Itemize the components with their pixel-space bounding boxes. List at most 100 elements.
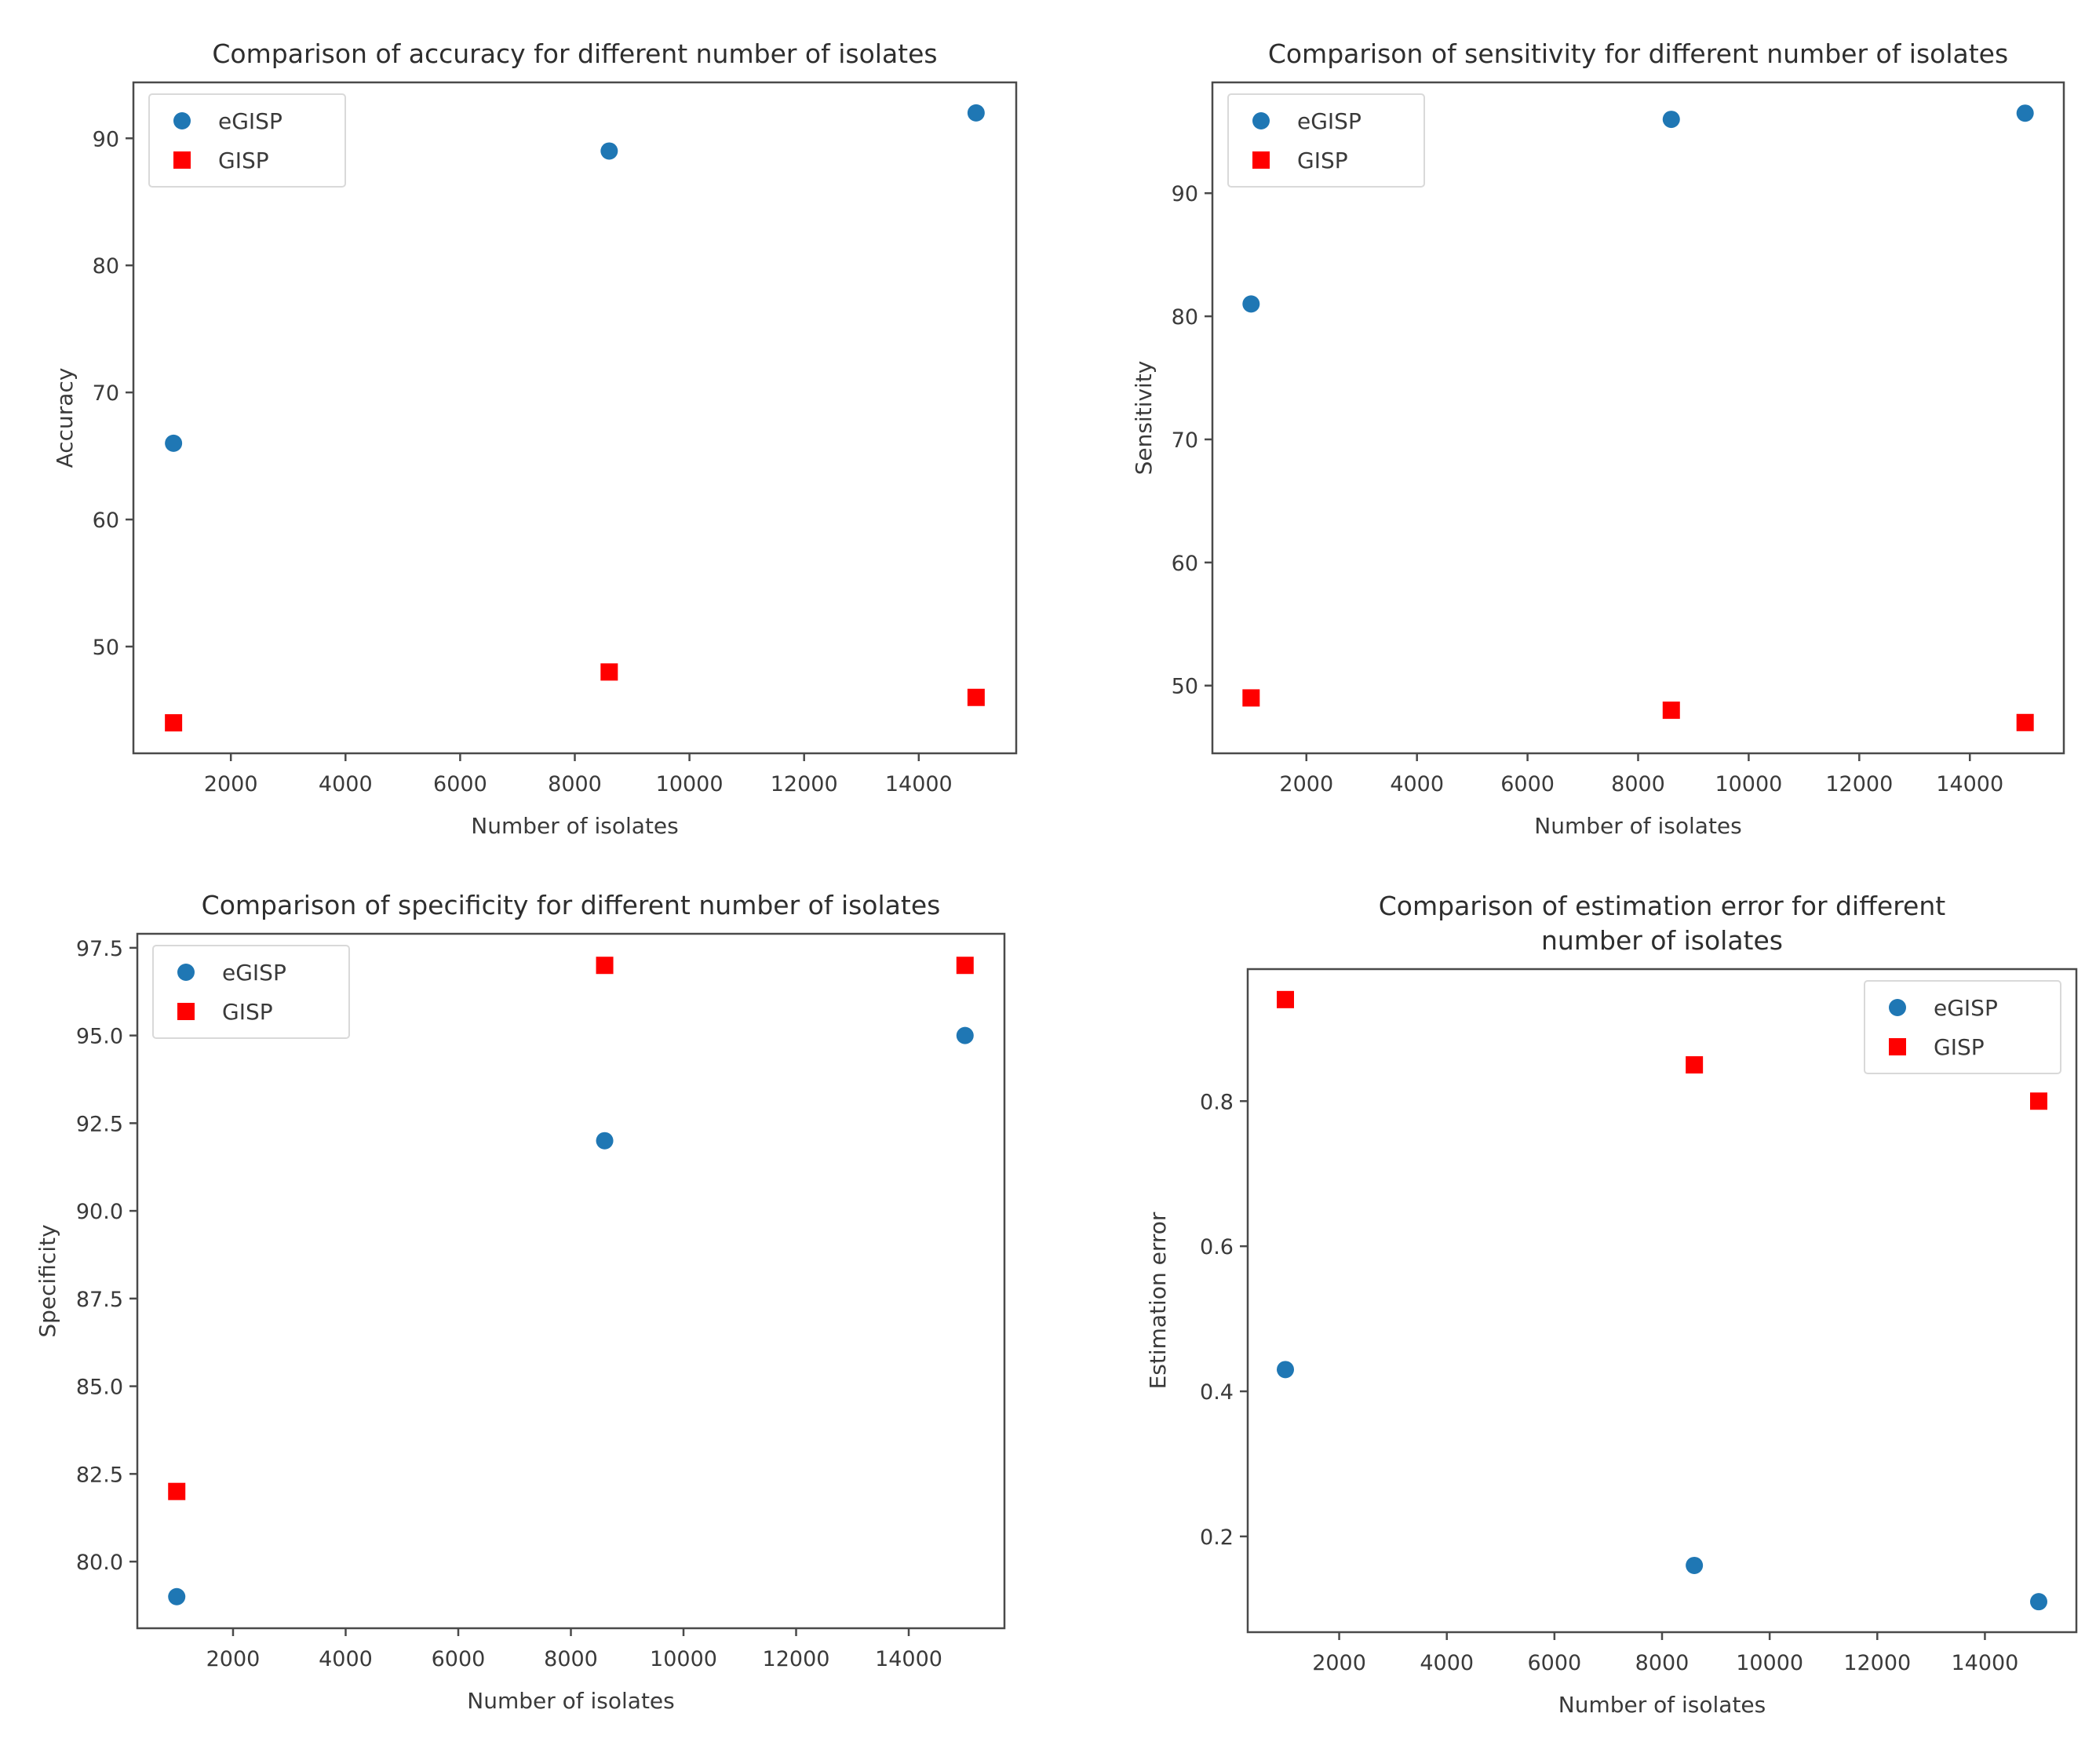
y-tick-label: 0.2 (1200, 1525, 1234, 1550)
data-point-gisp (1242, 689, 1260, 707)
data-point-gisp (1662, 702, 1680, 720)
y-tick-label: 70 (93, 381, 119, 406)
chart-sensitivity: Comparison of sensitivity for different … (1091, 20, 2083, 863)
chart-title: Comparison of specificity for different … (202, 890, 941, 920)
y-axis-label: Estimation error (1145, 1212, 1171, 1389)
data-point-egisp (2030, 1593, 2047, 1611)
x-axis-label: Number of isolates (1534, 813, 1742, 839)
legend-label-gisp: GISP (1297, 148, 1348, 173)
chart-estimation-error: Comparison of estimation error for diffe… (1118, 851, 2096, 1750)
legend-marker-egisp (1889, 999, 1906, 1016)
y-tick-label: 80.0 (76, 1551, 123, 1575)
legend-label-egisp: eGISP (1297, 108, 1361, 134)
x-tick-label: 14000 (1936, 772, 2003, 796)
chart-title: Comparison of sensitivity for different … (1268, 38, 2008, 69)
data-point-egisp (1662, 111, 1680, 129)
x-tick-label: 2000 (1312, 1651, 1366, 1675)
x-tick-label: 4000 (319, 1647, 373, 1671)
legend-marker-gisp (177, 1003, 195, 1020)
x-tick-label: 14000 (1951, 1651, 2018, 1675)
y-tick-label: 87.5 (76, 1288, 123, 1312)
data-point-egisp (600, 142, 618, 160)
data-point-gisp (1686, 1056, 1704, 1074)
y-tick-label: 60 (93, 508, 119, 533)
x-tick-label: 12000 (771, 772, 838, 796)
data-point-egisp (1277, 1361, 1294, 1379)
legend-marker-gisp (1252, 151, 1270, 169)
x-tick-label: 10000 (1715, 772, 1782, 796)
legend-label-egisp: eGISP (218, 108, 283, 134)
data-point-gisp (967, 688, 985, 706)
data-point-gisp (165, 714, 183, 732)
data-point-gisp (1277, 990, 1294, 1008)
legend-marker-egisp (177, 964, 195, 981)
x-axis-label: Number of isolates (1558, 1692, 1766, 1718)
x-tick-label: 2000 (206, 1647, 261, 1671)
x-tick-label: 6000 (1500, 772, 1555, 796)
y-axis-label: Specificity (35, 1224, 60, 1337)
legend-marker-gisp (1889, 1038, 1906, 1055)
y-tick-label: 60 (1172, 552, 1198, 576)
legend-marker-egisp (173, 112, 191, 129)
x-tick-label: 8000 (1635, 1651, 1690, 1675)
y-tick-label: 82.5 (76, 1463, 123, 1487)
x-tick-label: 12000 (763, 1647, 830, 1671)
x-tick-label: 2000 (204, 772, 258, 796)
legend-box (1864, 980, 2061, 1074)
y-tick-label: 95.0 (76, 1025, 123, 1049)
x-tick-label: 12000 (1843, 1651, 1911, 1675)
legend-box (152, 945, 350, 1039)
y-axis-label: Accuracy (52, 368, 78, 468)
y-tick-label: 50 (93, 636, 119, 660)
x-tick-label: 10000 (650, 1647, 717, 1671)
y-tick-label: 0.6 (1200, 1235, 1234, 1259)
x-tick-label: 10000 (656, 772, 724, 796)
data-point-gisp (596, 957, 614, 975)
data-point-gisp (168, 1482, 186, 1500)
data-point-egisp (956, 1026, 974, 1044)
chart-title: number of isolates (1541, 925, 1783, 956)
x-tick-label: 14000 (875, 1647, 942, 1671)
chart-specificity: Comparison of specificity for different … (31, 875, 1028, 1742)
x-axis-label: Number of isolates (467, 1688, 675, 1714)
y-tick-label: 0.4 (1200, 1380, 1234, 1405)
chart-svg: Comparison of accuracy for different num… (52, 38, 1018, 839)
legend-marker-gisp (173, 151, 191, 169)
y-tick-label: 80 (1172, 305, 1198, 330)
legend-box (148, 93, 346, 188)
legend-label-egisp: eGISP (1934, 995, 1998, 1021)
y-tick-label: 50 (1172, 675, 1198, 699)
y-axis-label: Sensitivity (1131, 361, 1157, 476)
chart-accuracy: Comparison of accuracy for different num… (43, 20, 1036, 863)
x-tick-label: 10000 (1736, 1651, 1803, 1675)
y-tick-label: 90 (1172, 182, 1198, 206)
x-tick-label: 6000 (433, 772, 487, 796)
x-tick-label: 6000 (1527, 1651, 1581, 1675)
data-point-gisp (2016, 713, 2034, 731)
data-point-gisp (956, 957, 974, 975)
data-point-gisp (2030, 1092, 2047, 1110)
data-point-egisp (168, 1587, 186, 1605)
legend-box (1227, 93, 1425, 188)
y-tick-label: 70 (1172, 428, 1198, 453)
x-tick-label: 8000 (1611, 772, 1665, 796)
y-tick-label: 92.5 (76, 1112, 123, 1136)
data-point-gisp (600, 663, 618, 681)
chart-svg: Comparison of specificity for different … (35, 890, 1006, 1714)
x-tick-label: 4000 (1420, 1651, 1474, 1675)
x-axis-label: Number of isolates (471, 813, 679, 839)
data-point-egisp (596, 1132, 614, 1150)
x-tick-label: 2000 (1279, 772, 1333, 796)
y-tick-label: 85.0 (76, 1376, 123, 1400)
x-tick-label: 8000 (544, 1647, 598, 1671)
data-point-egisp (967, 104, 985, 122)
x-tick-label: 6000 (432, 1647, 486, 1671)
chart-svg: Comparison of estimation error for diffe… (1145, 891, 2078, 1718)
chart-title: Comparison of accuracy for different num… (212, 38, 937, 69)
x-tick-label: 14000 (885, 772, 953, 796)
y-tick-label: 90 (93, 127, 119, 151)
legend-label-gisp: GISP (218, 148, 269, 173)
y-tick-label: 0.8 (1200, 1090, 1234, 1114)
data-point-egisp (1686, 1556, 1704, 1574)
